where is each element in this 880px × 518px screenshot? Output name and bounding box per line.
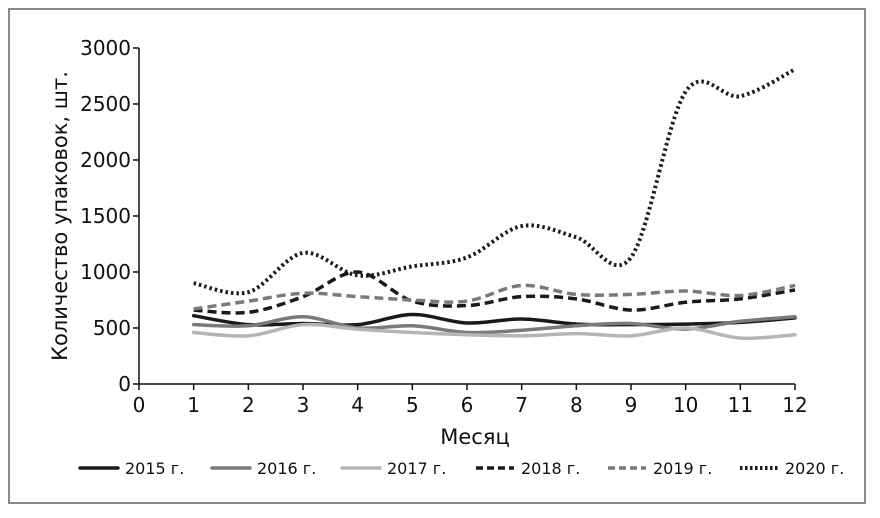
x-tick-label: 3 [297,393,310,417]
x-tick-label: 12 [782,393,807,417]
y-tick-label: 2500 [80,92,131,116]
x-tick-label: 0 [133,393,146,417]
x-tick-label: 11 [728,393,753,417]
series-line-2018 [193,270,796,315]
series-line-2019 [193,283,796,311]
series-line-2017 [191,322,797,341]
x-tick-label: 4 [351,393,364,417]
x-tick-label: 5 [406,393,419,417]
y-tick-label: 1000 [80,260,131,284]
legend: 2015 г. 2016 г. 2017 г. 2018 г. 2019 г. 2020 … [78,459,844,478]
x-tick-label: 10 [673,393,698,417]
chart-frame: 0 500 1000 1500 2000 2500 3000 0 1 2 3 4 5 6 7 8 9 10 11 1… [8,8,866,504]
legend-label: 2016 г. [257,459,316,478]
y-tick-label: 1500 [80,204,131,228]
legend-label: 2020 г. [785,459,844,478]
x-tick-label: 1 [187,393,200,417]
legend-label: 2019 г. [653,459,712,478]
x-tick-label: 2 [242,393,255,417]
y-tick-label: 3000 [80,36,131,60]
x-tick-label: 6 [461,393,474,417]
y-ticks: 0 500 1000 1500 2000 2500 3000 [80,36,139,396]
y-tick-label: 500 [93,316,131,340]
y-axis-label: Количество упаковок, шт. [48,71,72,361]
x-tick-label: 7 [515,393,528,417]
legend-label: 2018 г. [521,459,580,478]
series-line-2020 [193,67,796,296]
legend-label: 2017 г. [387,459,446,478]
x-axis-label: Месяц [440,425,510,449]
x-tick-label: 8 [570,393,583,417]
x-ticks: 0 1 2 3 4 5 6 7 8 9 10 11 12 [133,384,808,417]
y-tick-label: 0 [118,372,131,396]
series-lines [191,67,797,341]
x-tick-label: 9 [625,393,638,417]
legend-label: 2015 г. [125,459,184,478]
y-tick-label: 2000 [80,148,131,172]
